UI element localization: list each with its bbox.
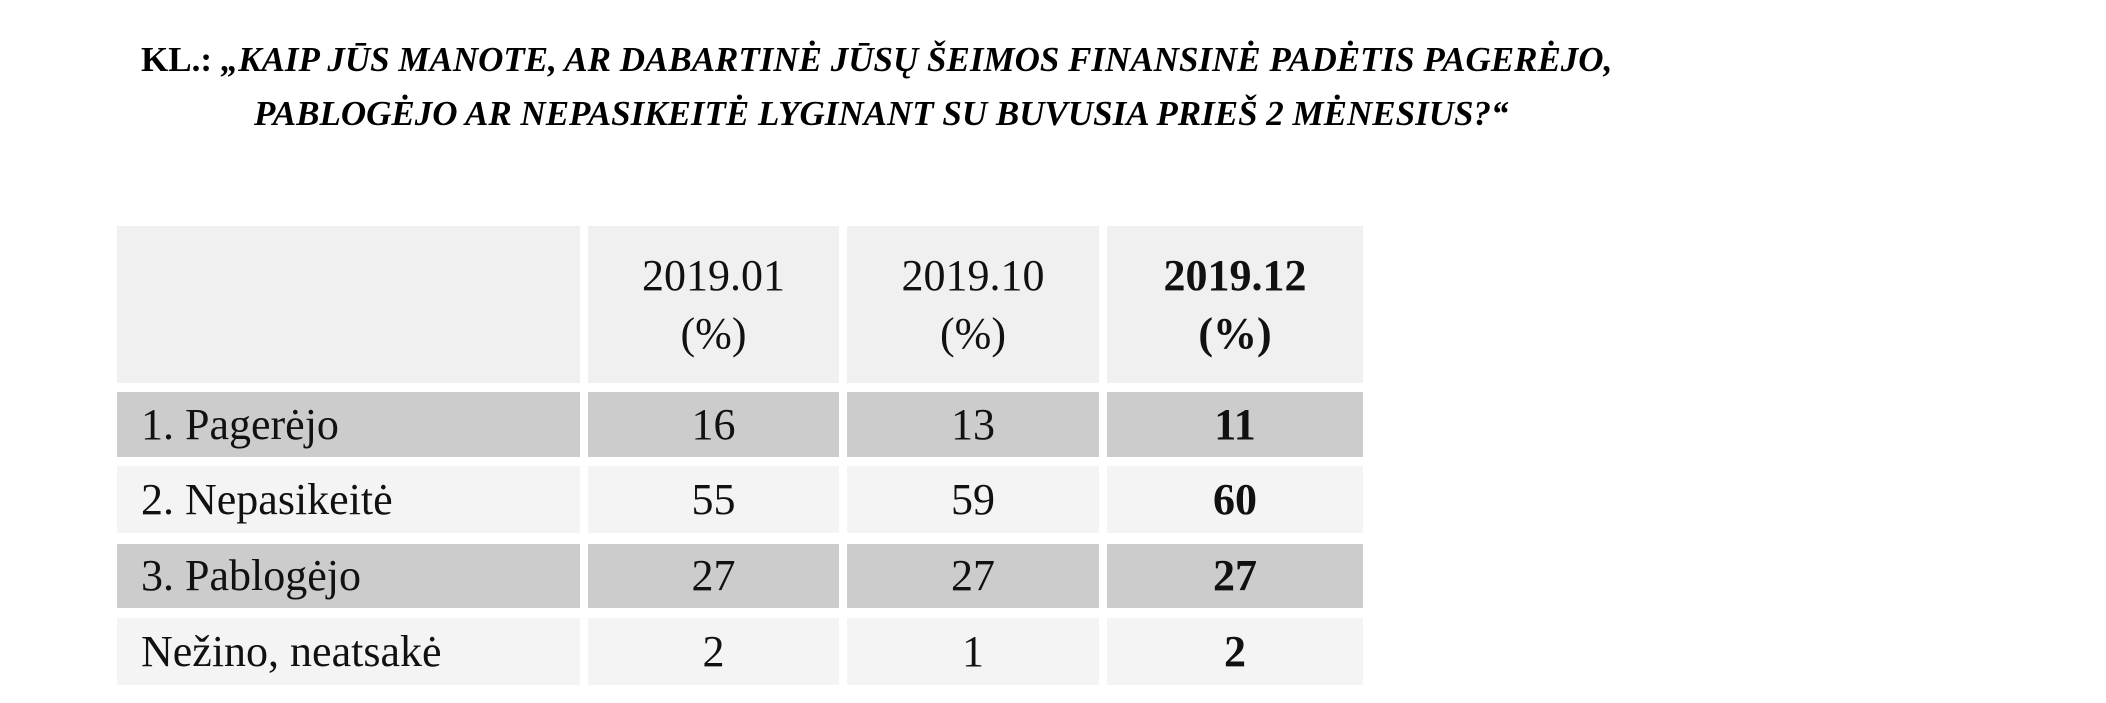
table-cell: 2 (588, 618, 839, 685)
table-cell: 27 (847, 544, 1099, 608)
question-prefix: KL.: (141, 40, 212, 79)
question-line-1: KL.: „KAIP JŪS MANOTE, AR DABARTINĖ JŪSŲ… (141, 40, 1612, 80)
column-unit: (%) (1198, 308, 1272, 358)
column-header: 2019.10 (%) (847, 226, 1099, 383)
header-corner (117, 226, 580, 383)
column-label: 2019.10 (901, 251, 1045, 301)
table-cell: 16 (588, 392, 839, 457)
table-cell: 60 (1107, 466, 1363, 533)
table-cell: 27 (588, 544, 839, 608)
question-line-2: PABLOGĖJO AR NEPASIKEITĖ LYGINANT SU BUV… (254, 94, 1509, 133)
column-label: 2019.12 (1163, 251, 1307, 301)
table-cell: 2 (1107, 618, 1363, 685)
column-unit: (%) (940, 308, 1006, 358)
table-cell: 1 (847, 618, 1099, 685)
column-unit: (%) (680, 308, 747, 358)
row-label: 2. Nepasikeitė (117, 466, 580, 533)
row-label: 1. Pagerėjo (117, 392, 580, 457)
column-header: 2019.01 (%) (588, 226, 839, 383)
table-cell: 13 (847, 392, 1099, 457)
table-cell: 27 (1107, 544, 1363, 608)
column-label: 2019.01 (642, 251, 785, 301)
row-label: Nežino, neatsakė (117, 618, 580, 685)
question-text: „KAIP JŪS MANOTE, AR DABARTINĖ JŪSŲ ŠEIM… (220, 40, 1613, 79)
column-header: 2019.12 (%) (1107, 226, 1363, 383)
table-cell: 55 (588, 466, 839, 533)
table-cell: 59 (847, 466, 1099, 533)
row-label: 3. Pablogėjo (117, 544, 580, 608)
table-cell: 11 (1107, 392, 1363, 457)
